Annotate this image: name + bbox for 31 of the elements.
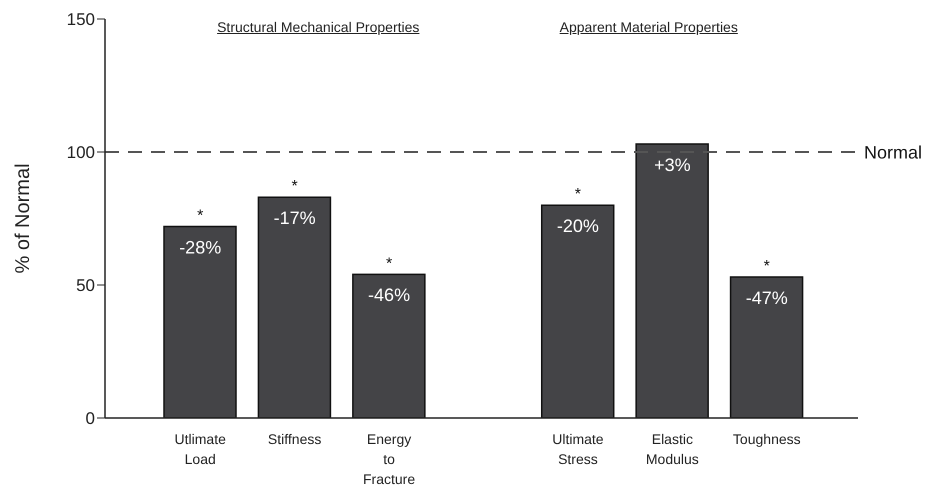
annotation: * bbox=[574, 186, 582, 204]
y-tick-label: 100 bbox=[66, 143, 95, 162]
annotation: -28% bbox=[179, 237, 222, 258]
annotation: Structural Mechanical Properties bbox=[216, 19, 420, 35]
y-axis-title: % of Normal bbox=[12, 163, 34, 274]
bar bbox=[730, 276, 804, 418]
y-tick-label: 50 bbox=[76, 276, 95, 296]
annotation: * bbox=[197, 207, 204, 224]
annotation: -47% bbox=[746, 288, 788, 308]
x-tick-label: Ultimate Stress bbox=[552, 431, 604, 467]
x-tick-label: Stiffness bbox=[268, 431, 322, 447]
bar bbox=[635, 143, 709, 418]
annotation: * bbox=[292, 178, 298, 196]
x-tick-label: Energy to Fracture bbox=[363, 431, 416, 487]
y-tick-label: 0 bbox=[86, 409, 95, 428]
bar bbox=[352, 274, 426, 418]
bar bbox=[540, 204, 614, 418]
x-tick-label: Utlimate Load bbox=[174, 431, 226, 467]
annotation: -20% bbox=[556, 216, 599, 236]
y-tick-label: 150 bbox=[66, 10, 95, 30]
annotation: +3% bbox=[654, 154, 691, 175]
annotation: Apparent Material Properties bbox=[558, 19, 739, 35]
x-tick-label: Toughness bbox=[732, 431, 801, 447]
ref-line-label: Normal bbox=[864, 142, 922, 162]
bar bbox=[258, 196, 332, 418]
annotation: -46% bbox=[368, 285, 410, 306]
annotation: * bbox=[764, 258, 770, 276]
bar bbox=[163, 226, 237, 418]
annotation: -17% bbox=[274, 208, 316, 228]
annotation: * bbox=[386, 255, 392, 272]
x-tick-label: Elastic Modulus bbox=[646, 431, 699, 467]
